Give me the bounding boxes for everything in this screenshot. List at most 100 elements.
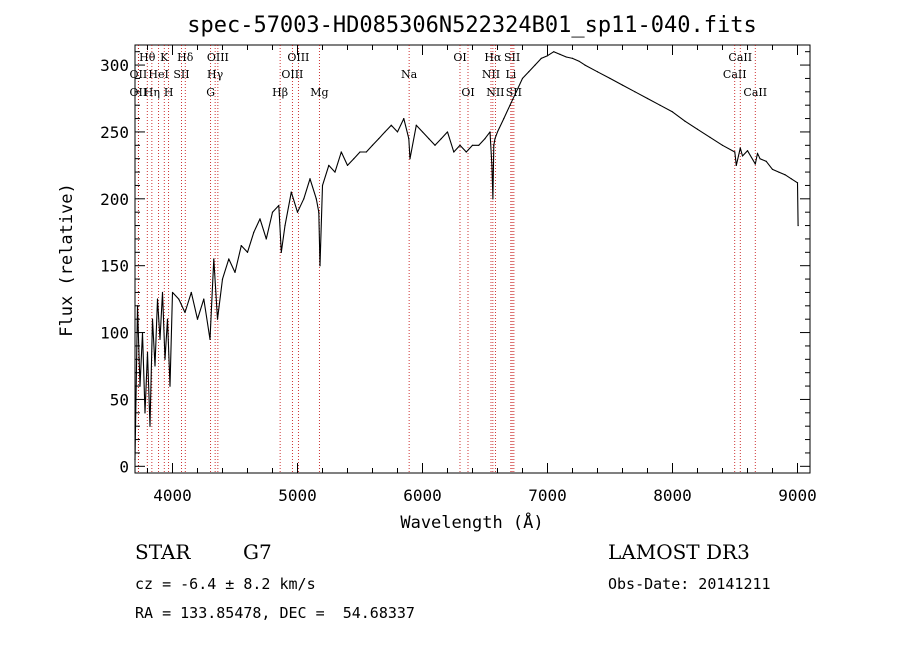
spectrum-point xyxy=(759,158,761,160)
spectrum-point xyxy=(796,182,799,184)
spectrum-point xyxy=(265,238,267,240)
spectral-line-label: SII xyxy=(173,68,189,81)
spectrum-point xyxy=(390,124,392,126)
spectrum-point xyxy=(496,131,499,133)
spectrum-point xyxy=(284,224,286,227)
spectral-line-label: Hη xyxy=(144,86,160,99)
y-tick-label: 50 xyxy=(110,390,129,409)
survey-name: LAMOST DR3 xyxy=(608,540,750,564)
spectrum-point xyxy=(756,152,759,154)
spectrum-point xyxy=(515,91,517,93)
spectrum-point xyxy=(741,155,744,157)
spectrum-point xyxy=(790,178,792,180)
spectrum-point xyxy=(209,338,211,340)
plot-frame xyxy=(134,44,811,474)
spectrum-point xyxy=(359,151,361,153)
y-tick-label: 100 xyxy=(100,324,129,343)
y-axis-label: Flux (relative) xyxy=(57,183,77,337)
spectrum-point xyxy=(735,164,737,166)
spectrum-point xyxy=(234,271,236,273)
y-tick-label: 150 xyxy=(100,257,129,276)
spectrum-point xyxy=(739,147,741,149)
y-tick-label: 250 xyxy=(100,123,129,142)
spectral-line-label: Hβ xyxy=(272,86,288,99)
spectrum-point xyxy=(709,136,711,138)
spectrum-point xyxy=(196,318,199,320)
spectrum-point xyxy=(149,425,151,427)
spectrum-point xyxy=(340,151,342,153)
spectrum-point xyxy=(303,198,305,200)
spectrum-point xyxy=(415,124,417,126)
spectrum-point xyxy=(492,198,494,200)
spectrum-point xyxy=(489,131,491,133)
spectral-line-label: Hα xyxy=(484,51,502,64)
spectrum-point xyxy=(671,111,674,113)
spectrum-point xyxy=(421,131,424,133)
spectrum-point xyxy=(309,178,311,180)
spectrum-point xyxy=(134,459,136,461)
x-tick-label: 7000 xyxy=(528,486,567,505)
spectral-line-label: Mg xyxy=(310,86,328,99)
spectral-line-label: Hθ xyxy=(139,51,156,64)
spectrum-point xyxy=(784,174,786,176)
observation-date: Obs-Date: 20141211 xyxy=(608,575,771,593)
object-type: STAR xyxy=(135,540,191,564)
spectrum-point xyxy=(453,151,455,153)
spectrum-point xyxy=(164,358,166,360)
spectrum-point xyxy=(159,338,161,340)
spectral-line-label: OI xyxy=(461,86,474,99)
spectrum-point xyxy=(319,265,321,267)
spectrum-point xyxy=(565,56,567,58)
spectral-line-label: OII xyxy=(130,68,148,81)
spectrum-point xyxy=(646,97,649,100)
spectrum-point xyxy=(328,164,330,166)
spectrum-point xyxy=(259,218,261,220)
spectrum-point xyxy=(584,64,586,66)
spectrum-point xyxy=(203,298,205,300)
spectrum-point xyxy=(509,104,511,106)
spectrum-point xyxy=(384,131,386,133)
spectrum-point xyxy=(396,131,399,133)
spectral-line-label: Na xyxy=(401,68,418,81)
spectrum-point xyxy=(478,144,480,146)
spectrum-point xyxy=(684,120,686,122)
spectrum-line xyxy=(134,51,799,460)
spectrum-point xyxy=(571,57,574,59)
spectrum-point xyxy=(559,53,561,55)
spectral-line-label: H xyxy=(164,86,174,99)
spectrum-point xyxy=(190,291,192,294)
spectrum-point xyxy=(540,57,542,59)
spectrum-point xyxy=(771,168,774,170)
spectrum-point xyxy=(471,144,474,146)
spectrum-point xyxy=(365,151,367,153)
y-tick-label: 0 xyxy=(119,457,129,476)
spectrum-point xyxy=(334,171,336,173)
spectrum-point xyxy=(178,298,180,300)
spectral-line-label: OIII xyxy=(281,68,303,81)
y-tick-label: 200 xyxy=(100,190,129,209)
spectrum-point xyxy=(271,211,274,213)
spectral-line-label: SII xyxy=(504,51,520,64)
spectrum-point xyxy=(459,144,461,146)
spectrum-point xyxy=(754,163,756,165)
y-tick-label: 300 xyxy=(100,56,129,75)
spectral-line-label: G xyxy=(206,86,215,99)
x-tick-label: 6000 xyxy=(403,486,442,505)
spectral-line-label: NII xyxy=(486,86,504,99)
spectrum-point xyxy=(151,318,154,320)
spectrum-point xyxy=(144,412,146,414)
spectrum-point xyxy=(296,211,299,213)
spectral-line-label: NII xyxy=(482,68,500,81)
y-axis: 0 50 100 150 200 250 300 xyxy=(100,51,810,476)
spectrum-point xyxy=(546,55,549,57)
spectrum-point xyxy=(696,128,699,130)
chart-title: spec-57003-HD085306N522324B01_sp11-040.f… xyxy=(187,13,757,38)
spectrum-point xyxy=(465,151,467,153)
spectral-line-label: CaII xyxy=(743,86,767,99)
spectrum-point xyxy=(634,91,636,93)
spectrum-point xyxy=(253,231,255,233)
spectrum-point xyxy=(446,131,449,133)
spectrum-point xyxy=(278,204,280,207)
spectrum-point xyxy=(408,138,410,140)
